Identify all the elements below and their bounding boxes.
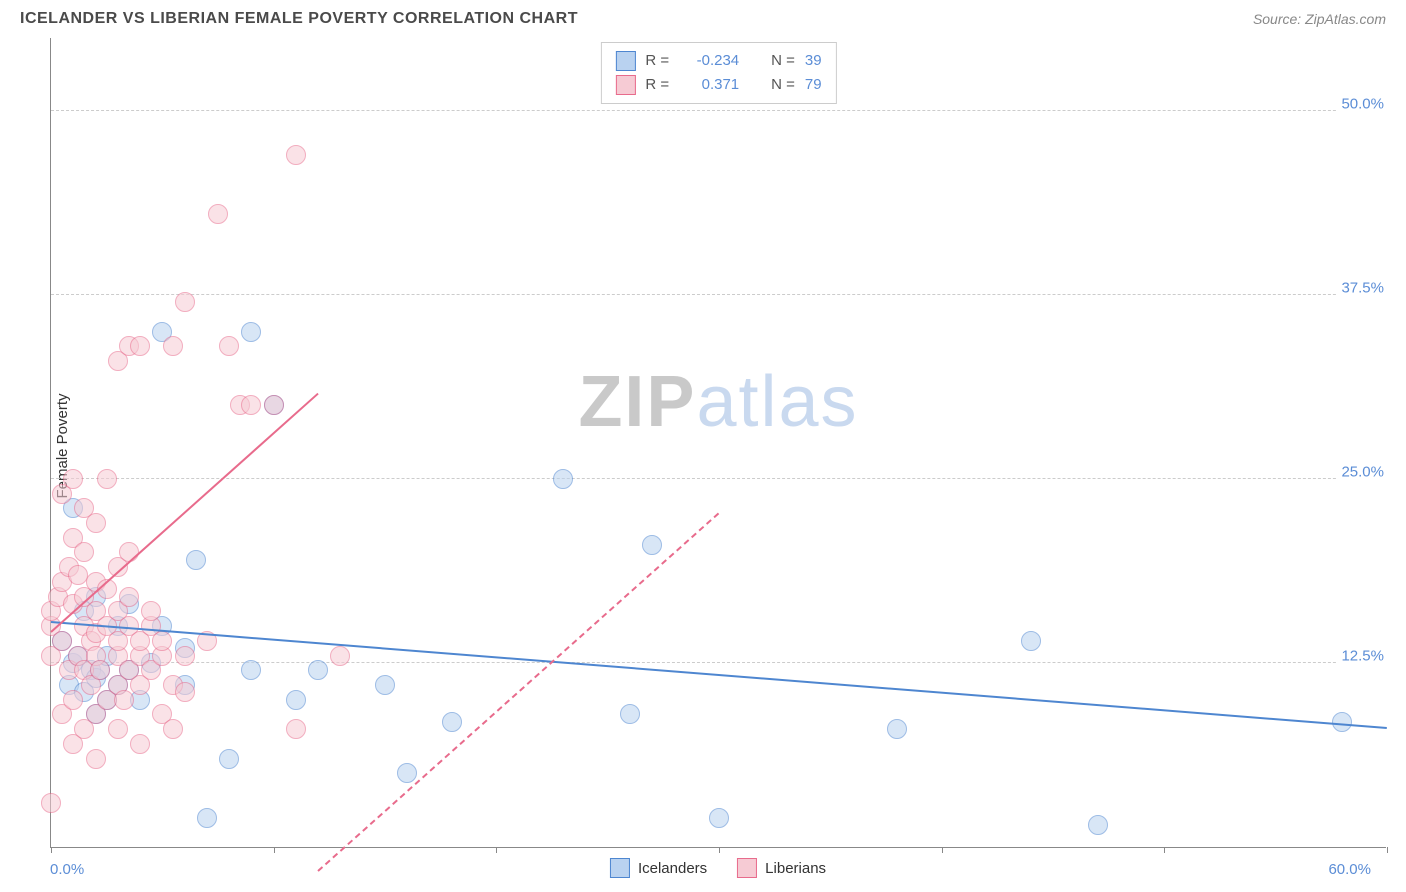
data-point (219, 336, 239, 356)
n-label: N = (771, 49, 795, 73)
n-value: 39 (805, 49, 822, 73)
data-point (553, 469, 573, 489)
plot-region: ZIPatlas R = -0.234 N = 39 R = 0.371 N = 79 12.… (50, 38, 1386, 848)
correlation-legend: R = -0.234 N = 39 R = 0.371 N = 79 (600, 42, 836, 104)
data-point (1021, 631, 1041, 651)
legend-item: Icelanders (610, 858, 707, 878)
x-tick (496, 847, 497, 853)
data-point (219, 749, 239, 769)
data-point (620, 704, 640, 724)
data-point (286, 690, 306, 710)
data-point (709, 808, 729, 828)
data-point (642, 535, 662, 555)
r-value: 0.371 (679, 73, 739, 97)
data-point (97, 469, 117, 489)
data-point (397, 763, 417, 783)
y-tick-label: 12.5% (1337, 647, 1388, 664)
legend-row: R = 0.371 N = 79 (615, 73, 821, 97)
data-point (41, 793, 61, 813)
data-point (375, 675, 395, 695)
data-point (130, 336, 150, 356)
x-tick (719, 847, 720, 853)
r-value: -0.234 (679, 49, 739, 73)
data-point (887, 719, 907, 739)
watermark-right: atlas (696, 362, 858, 442)
data-point (442, 712, 462, 732)
legend-label: Liberians (765, 860, 826, 877)
legend-swatch (610, 858, 630, 878)
chart-area: ZIPatlas R = -0.234 N = 39 R = 0.371 N = 79 12.… (50, 38, 1386, 848)
gridline (51, 110, 1386, 111)
watermark-left: ZIP (578, 362, 696, 442)
x-tick (1387, 847, 1388, 853)
data-point (186, 550, 206, 570)
chart-title: ICELANDER VS LIBERIAN FEMALE POVERTY COR… (20, 10, 578, 28)
data-point (197, 808, 217, 828)
legend-swatch (615, 75, 635, 95)
r-label: R = (645, 73, 669, 97)
data-point (163, 336, 183, 356)
data-point (241, 395, 261, 415)
x-tick (942, 847, 943, 853)
y-tick-label: 50.0% (1337, 95, 1388, 112)
legend-swatch (615, 51, 635, 71)
data-point (175, 682, 195, 702)
x-axis-min-label: 0.0% (50, 861, 84, 878)
data-point (1088, 815, 1108, 835)
x-tick (51, 847, 52, 853)
source-text: Source: ZipAtlas.com (1253, 11, 1386, 27)
data-point (63, 469, 83, 489)
data-point (108, 719, 128, 739)
legend-row: R = -0.234 N = 39 (615, 49, 821, 73)
data-point (208, 204, 228, 224)
data-point (241, 660, 261, 680)
data-point (52, 631, 72, 651)
data-point (119, 587, 139, 607)
n-label: N = (771, 73, 795, 97)
data-point (114, 690, 134, 710)
data-point (286, 145, 306, 165)
legend-item: Liberians (737, 858, 826, 878)
y-tick-label: 37.5% (1337, 279, 1388, 296)
data-point (1332, 712, 1352, 732)
n-value: 79 (805, 73, 822, 97)
gridline (51, 294, 1386, 295)
y-tick-label: 25.0% (1337, 463, 1388, 480)
watermark: ZIPatlas (578, 361, 858, 443)
data-point (90, 660, 110, 680)
x-tick (1164, 847, 1165, 853)
data-point (175, 646, 195, 666)
data-point (286, 719, 306, 739)
data-point (264, 395, 284, 415)
legend-swatch (737, 858, 757, 878)
series-legend: Icelanders Liberians (610, 858, 826, 878)
gridline (51, 478, 1386, 479)
data-point (74, 542, 94, 562)
legend-label: Icelanders (638, 860, 707, 877)
data-point (130, 734, 150, 754)
r-label: R = (645, 49, 669, 73)
data-point (241, 322, 261, 342)
x-tick (274, 847, 275, 853)
data-point (152, 631, 172, 651)
data-point (141, 601, 161, 621)
data-point (86, 749, 106, 769)
data-point (63, 690, 83, 710)
data-point (163, 719, 183, 739)
x-axis-max-label: 60.0% (1328, 861, 1371, 878)
data-point (175, 292, 195, 312)
data-point (86, 513, 106, 533)
data-point (308, 660, 328, 680)
chart-header: ICELANDER VS LIBERIAN FEMALE POVERTY COR… (0, 0, 1406, 34)
data-point (330, 646, 350, 666)
